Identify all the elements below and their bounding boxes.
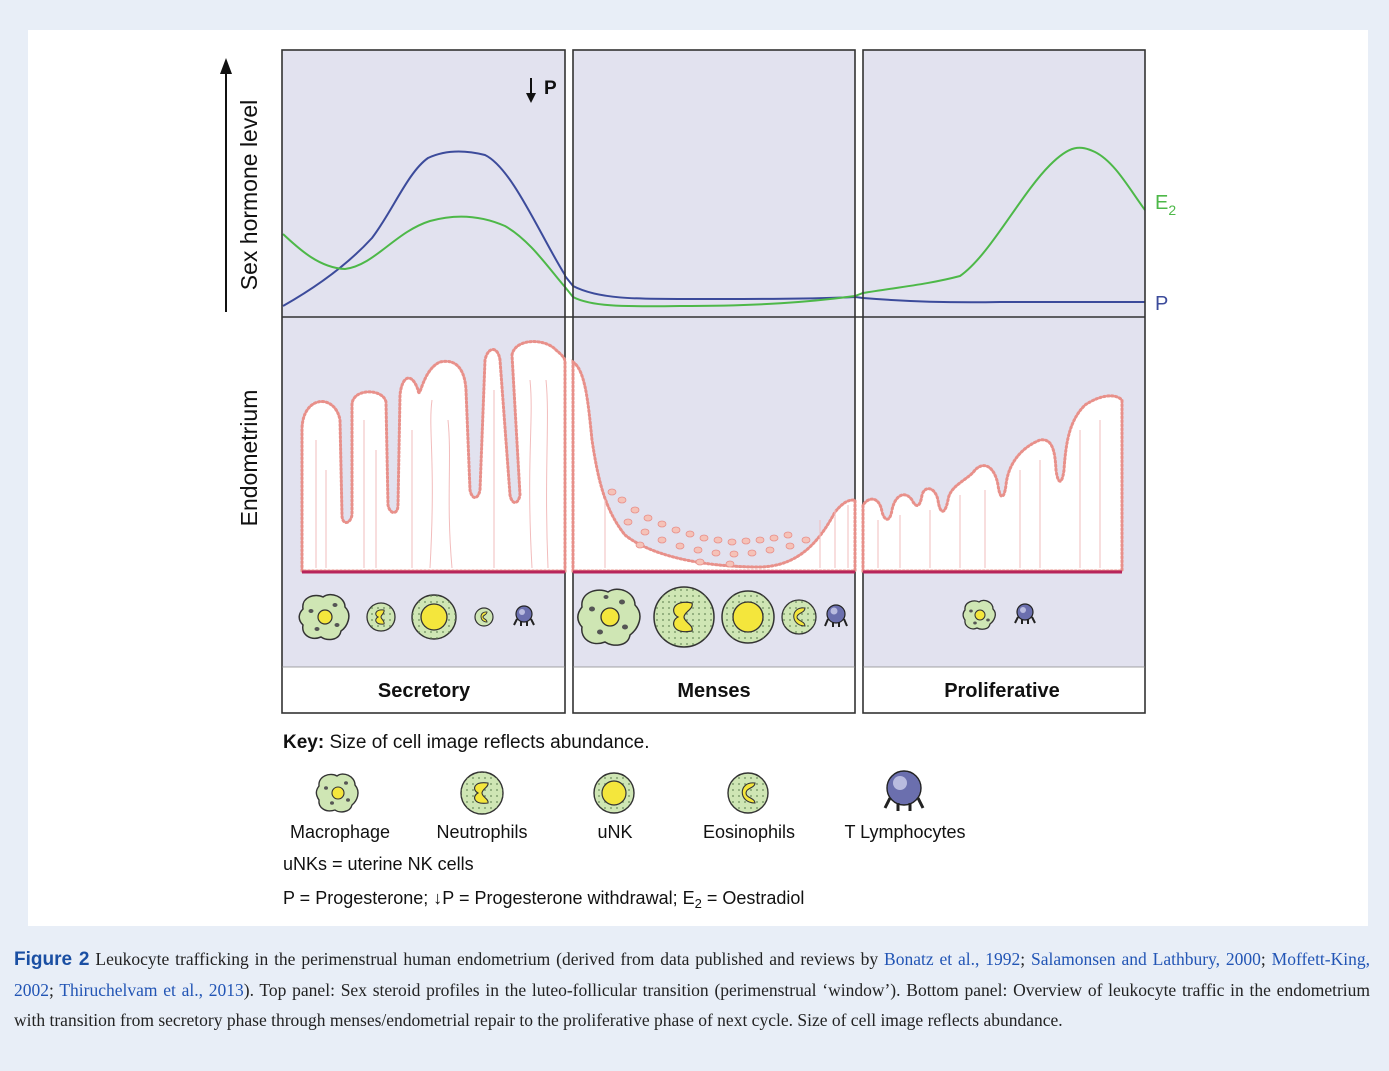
key-label-unk: uNK xyxy=(597,822,632,842)
cells-menses xyxy=(577,586,848,648)
phase-label-proliferative: Proliferative xyxy=(944,680,1060,702)
key-eosinophil-icon xyxy=(727,772,769,814)
t-lymphocyte-icon xyxy=(513,605,535,626)
figure-label: Figure 2 xyxy=(14,949,90,970)
p-curve-label: P xyxy=(1155,293,1168,315)
key-label-macrophage: Macrophage xyxy=(290,822,390,842)
key-unk-icon xyxy=(593,772,635,814)
eosinophil-icon xyxy=(474,607,494,627)
caption-separator: ; xyxy=(1020,949,1032,969)
figure-caption: Figure 2 Leukocyte trafficking in the per… xyxy=(14,944,1370,1035)
hormone-curves xyxy=(282,146,1146,308)
key-note-unk: uNKs = uterine NK cells xyxy=(283,854,474,874)
oestradiol-curve xyxy=(282,146,1146,308)
figure-illustration: Sex hormone level Endometrium P E2 P xyxy=(220,49,1176,911)
key-note-abbreviations: P = Progesterone; ↓P = Progesterone with… xyxy=(283,888,804,911)
unk-icon xyxy=(721,590,775,644)
cells-proliferative xyxy=(962,599,1036,630)
phase-label-menses: Menses xyxy=(677,680,750,702)
cells-secretory xyxy=(298,593,535,641)
p-withdrawal-marker: P xyxy=(526,78,557,103)
progesterone-curve xyxy=(282,150,1145,307)
key-label-t-lymphocytes: T Lymphocytes xyxy=(844,822,965,842)
citation-link[interactable]: Bonatz et al., 1992 xyxy=(884,949,1021,969)
macrophage-icon xyxy=(577,588,641,646)
neutrophil-icon xyxy=(653,586,715,648)
citation-link[interactable]: Salamonsen and Lathbury, 2000 xyxy=(1031,949,1261,969)
endometrium-menses xyxy=(571,359,857,573)
key-heading: Key: Size of cell image reflects abundan… xyxy=(283,732,649,753)
t-lymphocyte-icon xyxy=(824,604,848,627)
hormone-axis-label: Sex hormone level xyxy=(236,100,262,291)
endometrium-proliferative xyxy=(861,394,1124,573)
citation-link[interactable]: Thiruchelvam et al., 2013 xyxy=(59,980,244,1000)
caption-separator: ; xyxy=(49,980,60,1000)
macrophage-icon xyxy=(298,593,350,641)
key-macrophage-icon xyxy=(315,773,359,813)
phase-label-secretory: Secretory xyxy=(378,680,471,702)
caption-text-2: ). Top panel: Sex steroid profiles in th… xyxy=(14,980,1370,1030)
neutrophil-icon xyxy=(366,602,396,632)
key-label-eosinophils: Eosinophils xyxy=(703,822,795,842)
unk-icon xyxy=(411,594,457,640)
e2-curve-label: E2 xyxy=(1155,192,1176,218)
macrophage-icon xyxy=(962,599,996,630)
citation-link[interactable]: Moffett-King, 2002 xyxy=(14,949,1370,1000)
p-withdrawal-label: P xyxy=(544,78,557,99)
key-label-neutrophils: Neutrophils xyxy=(436,822,527,842)
endometrium-axis-label: Endometrium xyxy=(236,390,262,527)
caption-text-1: Leukocyte trafficking in the perimenstru… xyxy=(95,949,885,969)
eosinophil-icon xyxy=(781,599,817,635)
hormone-axis xyxy=(220,58,232,312)
endometrium-secretory xyxy=(300,340,567,573)
figure-panel: Sex hormone level Endometrium P E2 P xyxy=(28,30,1368,926)
t-lymphocyte-icon xyxy=(1014,603,1036,624)
key-t-lymphocyte-icon xyxy=(883,770,925,811)
key-neutrophil-icon xyxy=(460,771,504,815)
caption-separator: ; xyxy=(1260,949,1272,969)
